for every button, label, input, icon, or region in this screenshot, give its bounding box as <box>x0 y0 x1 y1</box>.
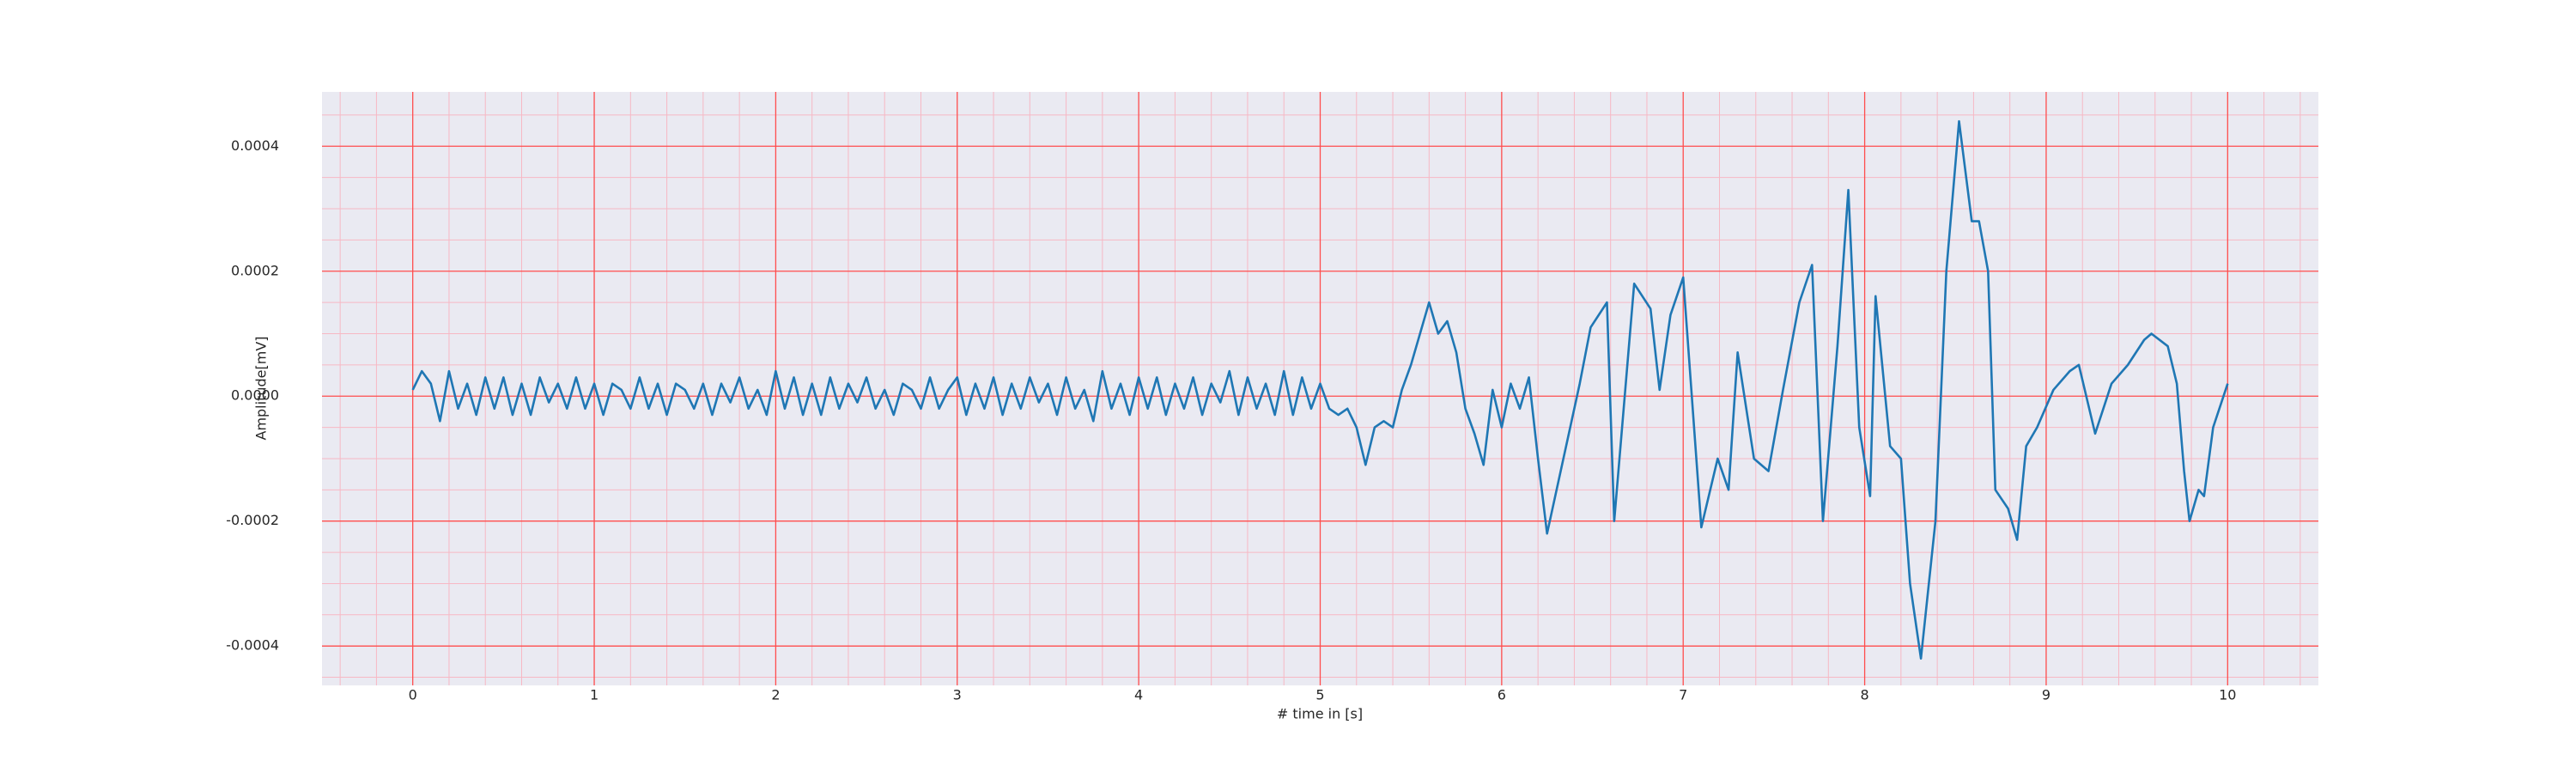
y-axis-label: Amplitude[mV] <box>253 336 270 440</box>
signal-line <box>411 119 2229 660</box>
y-tick-label: -0.0004 <box>226 637 279 654</box>
x-tick-label: 8 <box>1860 687 1868 703</box>
x-tick-label: 10 <box>2219 687 2236 703</box>
x-tick-label: 3 <box>953 687 962 703</box>
y-tick-label: 0.0000 <box>231 387 279 404</box>
x-axis-label: # time in [s] <box>1277 706 1363 722</box>
x-tick-label: 5 <box>1315 687 1324 703</box>
y-tick-label: 0.0002 <box>231 262 279 278</box>
x-tick-label: 1 <box>590 687 598 703</box>
x-tick-label: 7 <box>1679 687 1687 703</box>
x-tick-label: 2 <box>771 687 780 703</box>
x-tick-label: 9 <box>2042 687 2050 703</box>
x-tick-label: 4 <box>1134 687 1143 703</box>
y-tick-label: 0.0004 <box>231 137 279 154</box>
y-tick-label: -0.0002 <box>226 512 279 528</box>
x-tick-label: 6 <box>1498 687 1506 703</box>
x-tick-label: 0 <box>409 687 417 703</box>
